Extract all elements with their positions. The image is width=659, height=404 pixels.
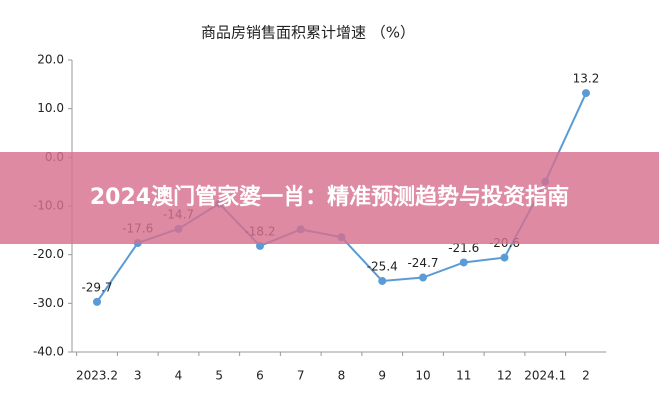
x-tick-label: 2024.1 [524, 369, 566, 383]
data-label: -21.6 [448, 241, 479, 255]
marker [582, 89, 590, 98]
y-tick-label: -40.0 [33, 345, 64, 359]
data-label: -29.7 [81, 280, 112, 294]
data-label: 13.2 [573, 72, 600, 86]
x-tick-label: 7 [297, 369, 305, 383]
data-label: -24.7 [407, 256, 438, 270]
x-tick-label: 3 [134, 369, 142, 383]
x-tick-label: 8 [338, 369, 346, 383]
chart-title: 商品房销售面积累计增速 （%） [201, 24, 415, 42]
data-label: -25.4 [367, 259, 398, 273]
marker [419, 273, 427, 282]
y-tick-label: -20.0 [33, 247, 64, 261]
marker [500, 253, 509, 262]
x-tick-label: 11 [456, 369, 471, 383]
x-tick-label: 2 [582, 369, 590, 383]
x-tick-label: 4 [175, 369, 183, 383]
x-tick-label: 10 [415, 369, 430, 383]
banner: 2024澳门管家婆一肖：精准预测趋势与投资指南 [0, 152, 659, 244]
x-tick-label: 2023.2 [76, 369, 118, 383]
x-tick-label: 6 [256, 369, 264, 383]
marker [459, 258, 468, 267]
y-tick-label: 20.0 [37, 53, 64, 67]
marker [378, 276, 387, 285]
y-tick-label: -30.0 [33, 296, 64, 310]
y-tick-label: 10.0 [37, 101, 64, 115]
banner-title: 2024澳门管家婆一肖：精准预测趋势与投资指南 [89, 185, 570, 210]
x-tick-label: 12 [497, 369, 512, 383]
x-tick-label: 5 [215, 369, 223, 383]
x-tick-label: 9 [378, 369, 386, 383]
marker [93, 297, 101, 306]
